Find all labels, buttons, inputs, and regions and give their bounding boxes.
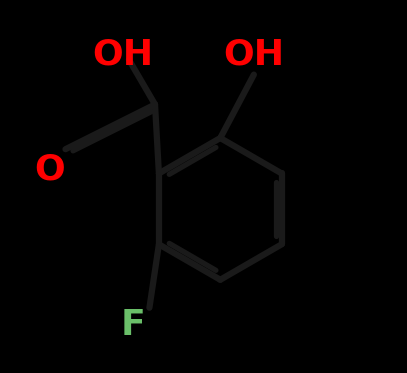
Text: OH: OH: [93, 37, 154, 71]
Text: OH: OH: [223, 37, 284, 71]
Text: F: F: [120, 307, 145, 342]
Text: O: O: [35, 153, 65, 187]
